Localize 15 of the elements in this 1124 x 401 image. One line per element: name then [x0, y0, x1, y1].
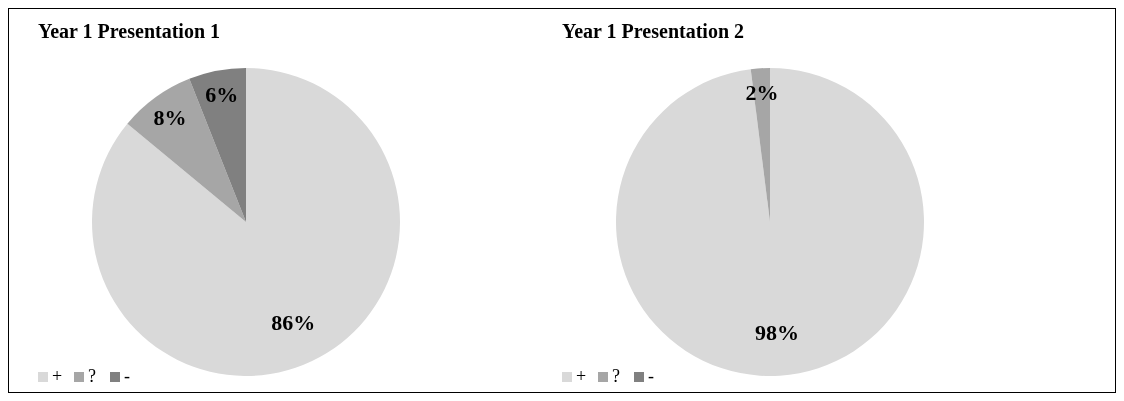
legend-label: +: [576, 366, 587, 386]
data-label: 98%: [754, 320, 799, 346]
legend-label: -: [648, 366, 654, 386]
pie-slice: [189, 68, 246, 222]
chart-title: Year 1 Presentation 2: [562, 20, 745, 42]
legend-label: -: [124, 366, 130, 386]
data-label: 8%: [153, 104, 187, 130]
pie-slice: [127, 78, 246, 222]
chart-title: Year 1 Presentation 1: [38, 20, 221, 42]
data-label: 6%: [205, 82, 239, 108]
legend-label: +: [52, 366, 63, 386]
data-label: 2%: [745, 80, 779, 106]
legend-label: ?: [88, 366, 96, 386]
data-label: 86%: [271, 309, 316, 335]
legend-label: ?: [612, 366, 620, 386]
